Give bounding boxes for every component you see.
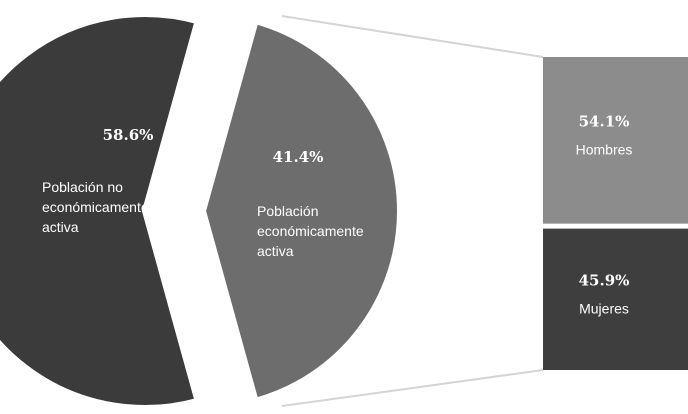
pie-category-label-poblacion-economicamente-activa-line-3: activa <box>257 243 294 259</box>
connector-line-bottom <box>282 370 543 406</box>
pie-value-label-poblacion-no-economicamente-activa: 58.6% <box>103 126 154 144</box>
pie-value-label-poblacion-economicamente-activa: 41.4% <box>273 148 324 166</box>
bar-value-label-mujeres: 45.9% <box>579 271 630 289</box>
pie-category-label-poblacion-no-economicamente-activa-line-1: Población no <box>42 179 123 195</box>
breakdown-bar <box>543 57 688 370</box>
bar-category-label-hombres: Hombres <box>576 141 633 157</box>
pie-category-label-poblacion-economicamente-activa-line-1: Población <box>257 203 319 219</box>
bar-segment-mujeres <box>543 229 688 370</box>
pie-category-label-poblacion-no-economicamente-activa-line-2: económicamente <box>42 199 149 215</box>
bar-value-label-hombres: 54.1% <box>579 112 630 130</box>
pie-category-label-poblacion-economicamente-activa-line-2: económicamente <box>257 223 364 239</box>
pie-category-label-poblacion-no-economicamente-activa-line-3: activa <box>42 219 79 235</box>
bar-category-label-mujeres: Mujeres <box>579 300 629 316</box>
bar-segment-hombres <box>543 57 688 224</box>
